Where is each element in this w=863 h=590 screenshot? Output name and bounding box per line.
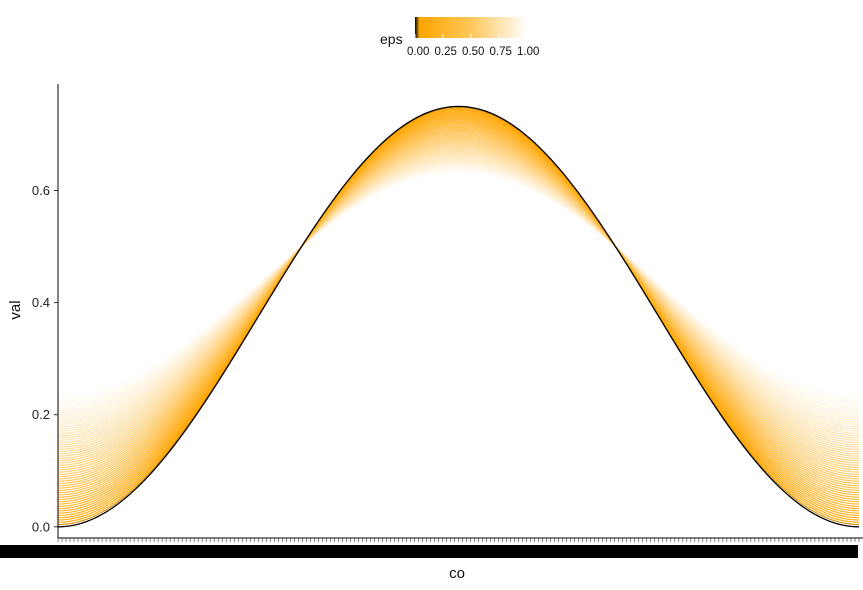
curve-eps-0.915 [57, 167, 860, 405]
curve-eps-0.610 [57, 146, 860, 446]
curve-eps-0.576 [57, 144, 860, 450]
legend-tick-label: 1.00 [517, 46, 539, 58]
x-tick-labels-dense [0, 545, 858, 558]
curve-eps-0.881 [57, 165, 860, 409]
curve-eps-0.475 [57, 137, 860, 464]
curve-eps-0.695 [57, 152, 860, 434]
x-axis-title: co [449, 565, 465, 582]
curve-eps-0.831 [57, 161, 860, 416]
curve-eps-0.814 [57, 160, 860, 418]
legend-ticks: 0.00 0.25 0.50 0.75 1.00 [407, 34, 539, 58]
curve-eps-0.661 [57, 150, 860, 439]
curve-eps-0.424 [57, 134, 860, 471]
curve-eps-0.339 [57, 128, 860, 482]
curve-eps-0.356 [57, 129, 860, 480]
legend-tick-label: 0.00 [407, 46, 429, 58]
curve-eps-0.034 [57, 108, 860, 523]
y-tick-label: 0.6 [32, 183, 50, 198]
curve-eps-0.288 [57, 125, 860, 489]
curve-eps-0.102 [57, 112, 860, 514]
curve-eps-0.508 [57, 140, 860, 459]
curve-eps-0.153 [57, 116, 860, 507]
curve-eps-0.932 [57, 168, 860, 402]
curve-eps-0.763 [57, 157, 860, 425]
curve-eps-0.559 [57, 143, 860, 453]
curve-eps-0.712 [57, 153, 860, 432]
legend-title: eps [380, 31, 403, 47]
legend-tick-label: 0.25 [435, 46, 457, 58]
curve-eps-0.525 [57, 141, 860, 457]
curve-eps-0.305 [57, 126, 860, 487]
curve-eps-0.492 [57, 138, 860, 462]
curve-eps-0.000 [57, 105, 860, 528]
curve-eps-0.441 [57, 135, 860, 469]
legend-colorbar [415, 17, 527, 38]
curve-eps-0.729 [57, 154, 860, 430]
curve-eps-0.271 [57, 124, 860, 491]
curve-eps-0.169 [57, 117, 860, 505]
curve-eps-0.203 [57, 119, 860, 500]
curve-eps-0.220 [57, 120, 860, 498]
curve-family [57, 105, 860, 528]
curve-eps-0.085 [57, 111, 860, 516]
y-tick-label: 0.0 [32, 519, 50, 534]
y-axis-title: val [7, 300, 24, 319]
curve-eps-0.322 [57, 127, 860, 485]
legend: eps 0.00 0.25 0.50 0.75 1.00 [380, 17, 539, 58]
legend-tick-label: 0.50 [462, 46, 484, 58]
curve-eps-0.542 [57, 142, 860, 455]
curve-eps-0.254 [57, 122, 860, 494]
x-ticks [0, 538, 860, 558]
curve-eps-0.678 [57, 151, 860, 437]
curve-eps-0.898 [57, 166, 860, 407]
y-tick-label: 0.4 [32, 295, 50, 310]
curve-eps-0.949 [57, 169, 860, 400]
curve-eps-0.068 [57, 110, 860, 519]
curve-eps-0.864 [57, 164, 860, 412]
curve-eps-0.593 [57, 145, 860, 448]
curve-eps-0.847 [57, 162, 860, 414]
curve-eps-1.000 [57, 173, 860, 393]
curve-eps-0.390 [57, 132, 860, 475]
curve-eps-0.051 [57, 109, 860, 521]
curve-eps-0.966 [57, 170, 860, 398]
curve-eps-0.644 [57, 149, 860, 441]
curve-eps-0.017 [57, 107, 860, 526]
legend-tick-label: 0.75 [490, 46, 512, 58]
curve-eps-0.119 [57, 113, 860, 512]
curve-eps-0.373 [57, 130, 860, 478]
curve-eps-0.983 [57, 171, 860, 396]
curve-eps-0.627 [57, 148, 860, 443]
curve-eps-0.797 [57, 159, 860, 421]
curve-eps-0.237 [57, 121, 860, 496]
curve-eps-0.136 [57, 114, 860, 510]
curve-eps-0.780 [57, 158, 860, 423]
y-ticks: 0.0 0.2 0.4 0.6 [32, 183, 58, 534]
curve-eps-0.458 [57, 136, 860, 466]
y-tick-label: 0.2 [32, 407, 50, 422]
curve-eps-0.746 [57, 156, 860, 428]
curve-eps-0.186 [57, 118, 860, 503]
curve-eps-0.407 [57, 133, 860, 473]
